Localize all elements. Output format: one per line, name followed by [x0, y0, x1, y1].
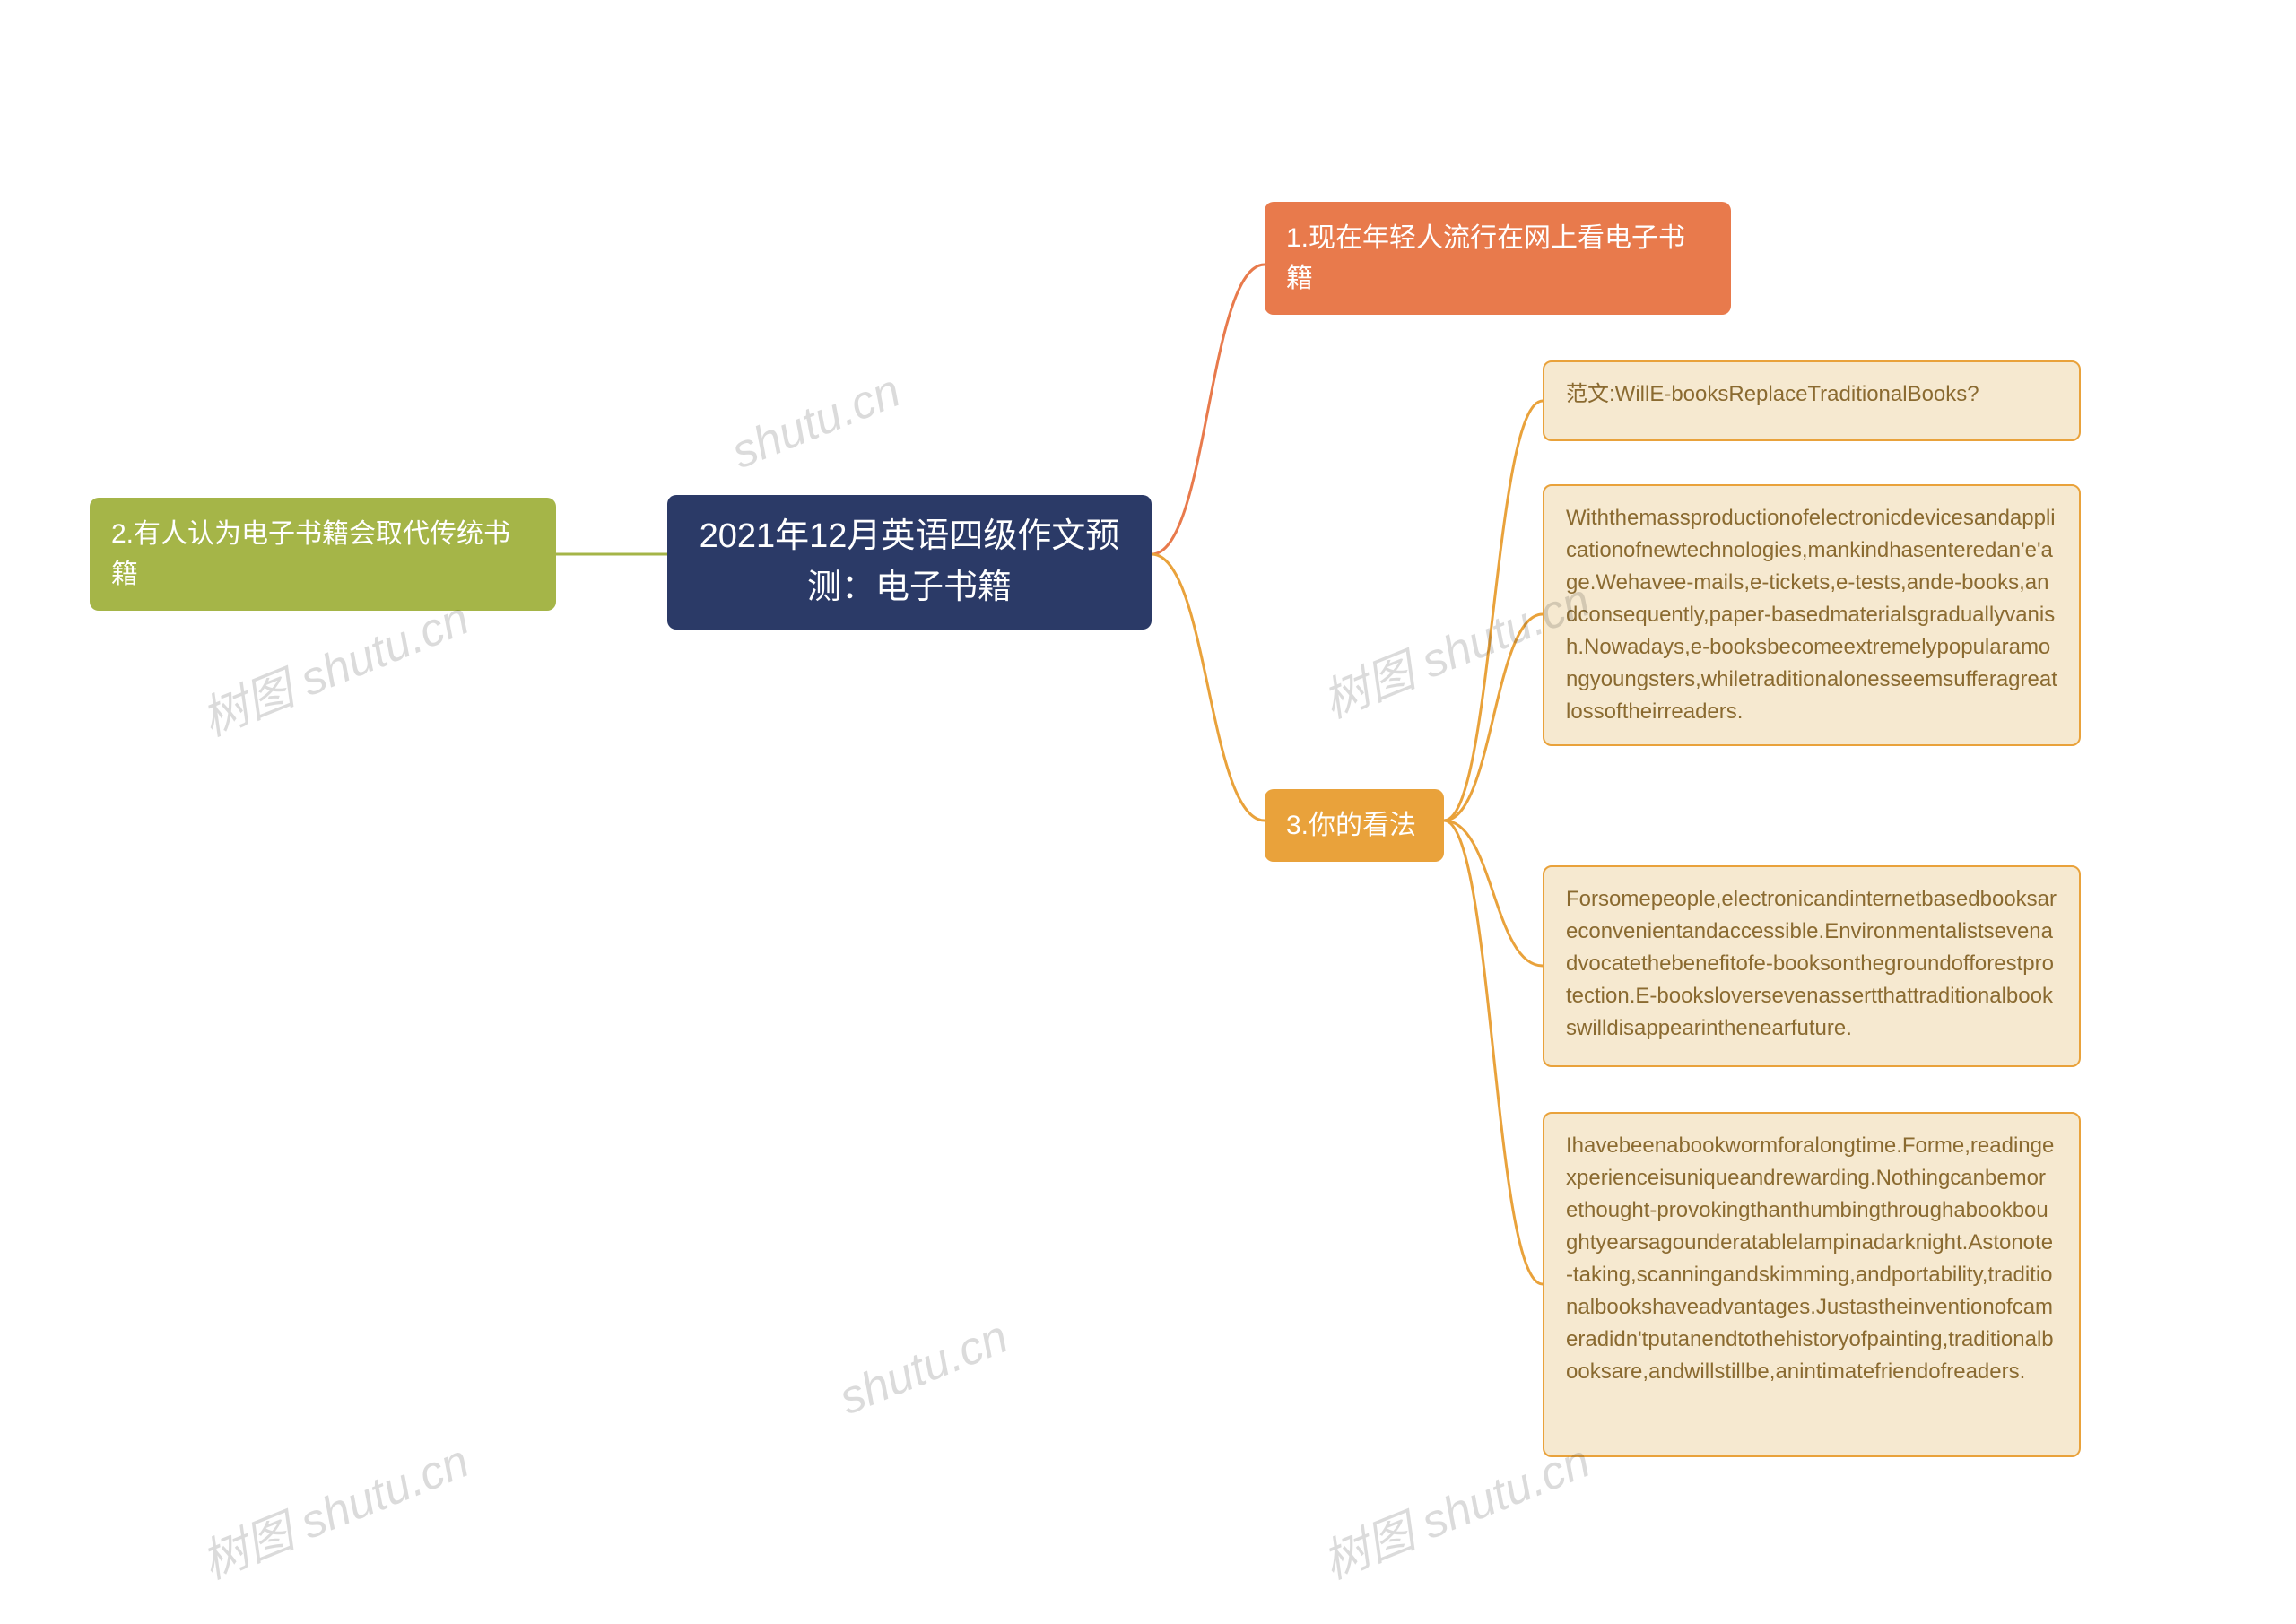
branch-node-1[interactable]: 1.现在年轻人流行在网上看电子书籍 [1265, 202, 1731, 315]
leaf-node[interactable]: 范文:WillE-booksReplaceTraditionalBooks? [1543, 360, 2081, 441]
branch-node-2[interactable]: 2.有人认为电子书籍会取代传统书籍 [90, 498, 556, 611]
watermark: 树图 shutu.cn [190, 1423, 477, 1592]
center-node[interactable]: 2021年12月英语四级作文预测：电子书籍 [667, 495, 1152, 630]
watermark: shutu.cn [725, 364, 909, 480]
leaf-node[interactable]: Forsomepeople,electronicandinternetbased… [1543, 865, 2081, 1067]
leaf-node[interactable]: Ihavebeenabookwormforalongtime.Forme,rea… [1543, 1112, 2081, 1457]
branch-node-3[interactable]: 3.你的看法 [1265, 789, 1444, 862]
leaf-node[interactable]: Withthemassproductionofelectronicdevices… [1543, 484, 2081, 746]
watermark: shutu.cn [832, 1310, 1016, 1426]
